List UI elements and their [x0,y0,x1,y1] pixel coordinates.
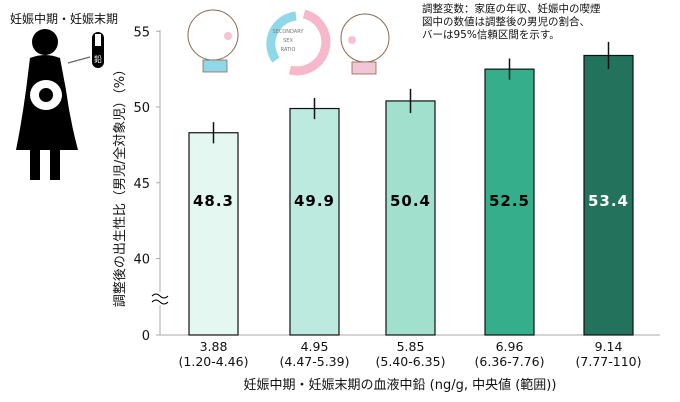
baby-girl-cheek-icon [348,36,356,44]
x-tick-label-range: (6.36-7.76) [475,354,545,369]
baby-boy-diaper-icon [202,59,228,73]
ring-pink-icon [288,9,331,76]
mother-leg-icon [30,150,40,180]
x-tick-label-range: (5.40-6.35) [376,354,446,369]
bar [188,132,239,336]
ring-blue-icon [266,11,297,63]
mother-head-icon [32,29,58,55]
baby-girl-diaper-icon [351,61,377,75]
mother-label: 妊娠中期・妊娠末期 [10,12,119,26]
bar-value-label: 49.9 [294,192,335,210]
baby-girl-icon [340,13,390,63]
ring-text: SECONDARY [273,29,305,35]
y-tick-label: 40 [133,253,150,268]
bar-value-label: 48.3 [193,192,234,210]
bar [583,54,634,336]
x-tick-label-median: 4.95 [301,339,329,354]
x-tick-label-median: 9.14 [595,339,623,354]
x-tick-label-median: 6.96 [496,339,524,354]
y-tick-label: 50 [133,101,150,116]
bar [289,107,340,336]
x-axis-label: 妊娠中期・妊娠末期の血液中鉛 (ng/g, 中央値 (範囲)) [244,377,557,393]
x-tick-label-range: (7.77-110) [576,354,642,369]
mother-leg-icon [50,150,60,180]
x-tick-label-median: 5.85 [397,339,425,354]
y-axis-label: 調整後の出生性比（男児/全対象児）（%） [112,63,128,307]
chart-note: 調整変数：家庭の年収、妊娠中の喫煙 図中の数値は調整後の男児の割合、 バーは95… [422,3,601,41]
x-tick-label-median: 3.88 [200,339,228,354]
y-tick-label: 45 [133,177,150,192]
y-tick-label: 0 [142,329,150,344]
ring-text: RATIO [281,47,296,53]
fetus-icon [39,88,53,102]
axis-break-icon [151,293,169,305]
tube-label: 鉛 [94,54,102,64]
bar-value-label: 53.4 [588,192,629,210]
bar-value-label: 52.5 [489,192,530,210]
x-tick-label-range: (1.20-4.46) [179,354,249,369]
test-tube-blank-icon [95,34,101,46]
y-tick-label: 55 [133,25,150,40]
ring-text: SEX [283,38,293,44]
illustration-group: 鉛 SECONDARY SEX RATIO [16,9,390,180]
baby-boy-cheek-icon [224,32,232,40]
bar-value-label: 50.4 [390,192,431,210]
bar [385,100,436,336]
arrow-icon [67,56,91,64]
x-tick-label-range: (4.47-5.39) [280,354,350,369]
